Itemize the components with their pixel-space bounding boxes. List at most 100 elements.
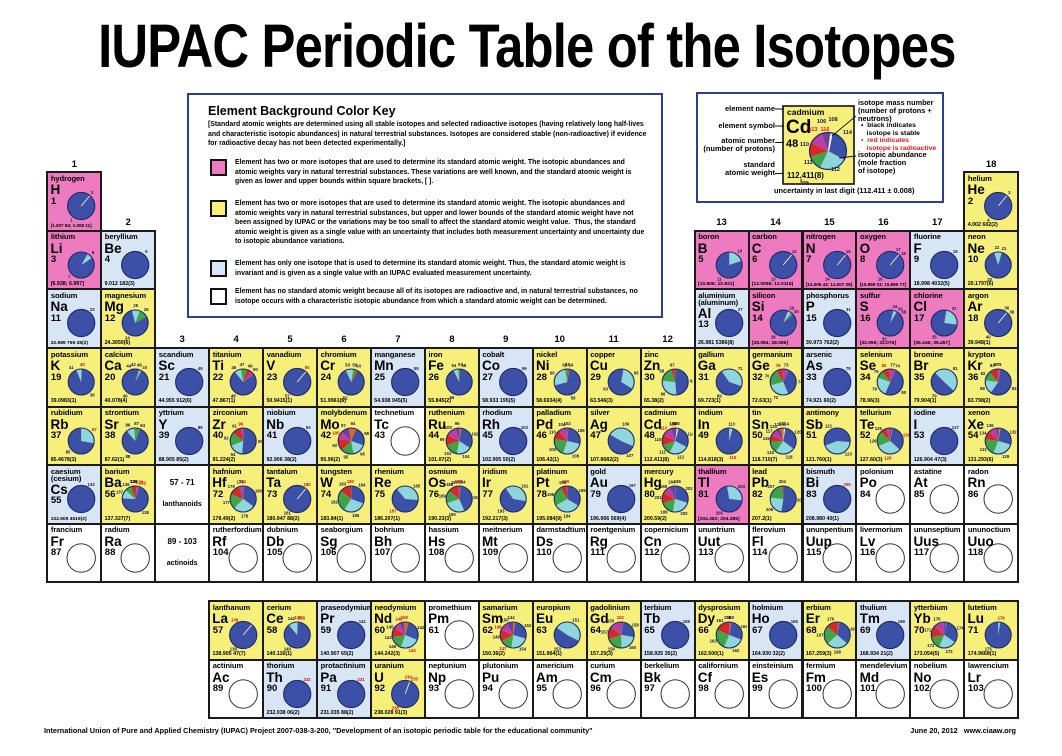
svg-text:107: 107 (626, 453, 634, 458)
svg-text:175: 175 (985, 646, 993, 651)
svg-text:17: 17 (896, 247, 901, 252)
svg-text:64: 64 (690, 378, 694, 383)
svg-text:41: 41 (69, 365, 74, 370)
svg-text:133: 133 (88, 482, 96, 487)
svg-text:194: 194 (563, 514, 571, 519)
svg-text:44: 44 (127, 363, 132, 368)
svg-text:176: 176 (934, 617, 942, 622)
svg-text:157: 157 (600, 629, 608, 634)
svg-text:209: 209 (843, 482, 851, 487)
svg-text:196: 196 (673, 479, 681, 484)
svg-text:108: 108 (572, 453, 580, 458)
svg-text:1: 1 (70, 217, 73, 222)
svg-text:29: 29 (789, 306, 794, 311)
svg-text:158: 158 (631, 622, 639, 627)
svg-text:123: 123 (844, 451, 852, 456)
svg-text:53: 53 (345, 362, 350, 367)
svg-text:92: 92 (332, 442, 337, 447)
svg-text:19: 19 (953, 249, 958, 254)
svg-text:76: 76 (874, 369, 879, 374)
svg-text:200: 200 (680, 511, 688, 516)
svg-text:42: 42 (131, 362, 136, 367)
svg-text:153: 153 (554, 646, 562, 651)
svg-text:180: 180 (255, 489, 262, 494)
svg-text:201: 201 (654, 495, 662, 500)
svg-text:11: 11 (717, 276, 722, 281)
svg-text:134: 134 (131, 479, 139, 484)
svg-text:46: 46 (137, 362, 142, 367)
svg-text:181: 181 (284, 510, 292, 515)
svg-text:170: 170 (827, 616, 835, 621)
svg-text:173: 173 (927, 643, 935, 648)
svg-text:34: 34 (893, 304, 898, 309)
svg-text:93: 93 (306, 425, 311, 430)
svg-text:192: 192 (473, 495, 478, 500)
svg-text:152: 152 (524, 623, 532, 628)
svg-text:177: 177 (223, 500, 231, 505)
svg-text:145: 145 (386, 624, 394, 629)
svg-text:27: 27 (738, 307, 743, 312)
svg-text:35: 35 (932, 335, 937, 340)
svg-text:119: 119 (762, 435, 770, 440)
svg-text:137: 137 (116, 490, 124, 495)
svg-text:132: 132 (1010, 429, 1018, 434)
svg-text:96: 96 (360, 451, 365, 456)
svg-text:102: 102 (563, 421, 571, 426)
svg-text:185: 185 (413, 484, 421, 489)
svg-text:97: 97 (341, 422, 346, 427)
svg-text:69: 69 (717, 393, 722, 398)
svg-text:101: 101 (444, 451, 452, 456)
svg-text:176: 176 (998, 615, 1006, 620)
svg-text:196: 196 (547, 492, 555, 497)
svg-text:18: 18 (901, 251, 906, 256)
svg-text:152: 152 (616, 615, 624, 620)
svg-text:189: 189 (439, 493, 447, 498)
svg-text:85: 85 (66, 449, 71, 454)
svg-text:138: 138 (142, 510, 150, 515)
svg-text:7: 7 (68, 274, 71, 279)
svg-text:143: 143 (385, 635, 393, 640)
svg-text:67: 67 (670, 362, 675, 367)
svg-text:132: 132 (139, 481, 147, 486)
svg-text:117: 117 (765, 428, 773, 433)
svg-text:100: 100 (445, 424, 453, 429)
svg-text:183: 183 (339, 481, 347, 486)
svg-text:136: 136 (295, 615, 303, 620)
svg-text:82: 82 (981, 371, 986, 376)
svg-text:50: 50 (352, 362, 357, 367)
svg-text:141: 141 (359, 619, 367, 624)
svg-text:114: 114 (782, 421, 790, 426)
svg-text:198: 198 (659, 484, 667, 489)
svg-text:147: 147 (499, 646, 507, 651)
svg-text:32: 32 (882, 337, 887, 342)
svg-text:2: 2 (91, 190, 94, 195)
svg-text:186: 186 (352, 513, 360, 518)
svg-text:182: 182 (331, 499, 339, 504)
svg-text:113: 113 (728, 421, 736, 426)
svg-text:176: 176 (237, 479, 245, 484)
svg-text:83: 83 (990, 363, 995, 368)
svg-text:184: 184 (458, 479, 466, 484)
svg-text:131: 131 (980, 446, 988, 451)
svg-text:54: 54 (356, 364, 361, 369)
svg-text:94: 94 (351, 421, 356, 426)
svg-text:13: 13 (770, 276, 775, 281)
svg-text:55: 55 (414, 366, 419, 371)
svg-text:205: 205 (715, 510, 723, 515)
svg-text:33: 33 (898, 307, 903, 312)
svg-text:190: 190 (562, 479, 570, 484)
svg-text:87: 87 (134, 421, 139, 426)
svg-text:86: 86 (126, 422, 131, 427)
svg-text:135: 135 (130, 479, 138, 484)
svg-text:104: 104 (558, 421, 566, 426)
svg-text:79: 79 (932, 393, 937, 398)
svg-text:232: 232 (304, 677, 312, 682)
svg-text:4: 4 (987, 217, 990, 222)
svg-text:12: 12 (791, 249, 796, 254)
svg-text:102: 102 (471, 431, 477, 436)
svg-text:96: 96 (239, 421, 244, 426)
svg-text:104: 104 (462, 454, 470, 459)
svg-text:72: 72 (773, 395, 778, 400)
svg-text:180: 180 (347, 479, 355, 484)
svg-text:208: 208 (796, 498, 801, 503)
